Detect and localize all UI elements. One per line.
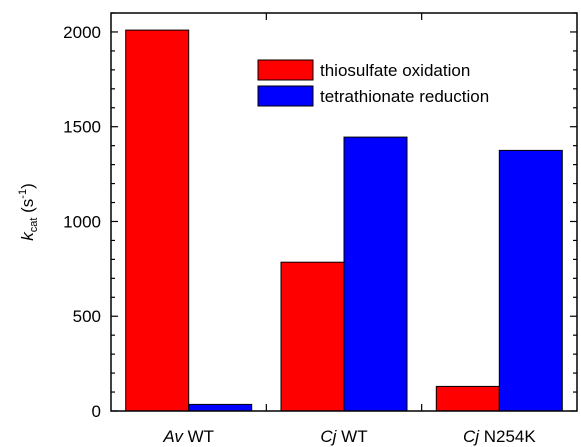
legend-swatch-tetrathionate-reduction (257, 85, 314, 107)
legend-label-tetrathionate-reduction: tetrathionate reduction (320, 87, 489, 106)
x-tick-labels: Av WT Cj WT Cj N254K (162, 427, 536, 446)
y-tick-label: 500 (73, 307, 101, 326)
x-tick-label: Cj WT (320, 427, 367, 446)
legend: thiosulfate oxidation tetrathionate redu… (257, 59, 489, 107)
y-tick-label: 2000 (63, 23, 101, 42)
bar-thiosulfate-oxidation-0 (125, 29, 190, 412)
bars-group (125, 29, 563, 412)
bar-thiosulfate-oxidation-1 (280, 261, 345, 412)
legend-label-thiosulfate-oxidation: thiosulfate oxidation (320, 61, 470, 80)
bar-tetrathionate-reduction-0 (188, 403, 253, 412)
x-tick-label: Av WT (162, 427, 214, 446)
legend-swatch-thiosulfate-oxidation (257, 59, 314, 81)
y-tick-label: 1500 (63, 118, 101, 137)
y-axis-label: kcat (s-1) (17, 183, 40, 241)
y-tick-labels: 0 500 1000 1500 2000 (63, 23, 101, 421)
plot-frame (110, 12, 578, 412)
y-tick-label: 0 (92, 402, 101, 421)
x-tick-label: Cj N254K (463, 427, 536, 446)
y-tick-label: 1000 (63, 212, 101, 231)
bar-tetrathionate-reduction-2 (498, 149, 563, 412)
bar-tetrathionate-reduction-1 (343, 136, 408, 412)
bar-thiosulfate-oxidation-2 (435, 385, 500, 412)
